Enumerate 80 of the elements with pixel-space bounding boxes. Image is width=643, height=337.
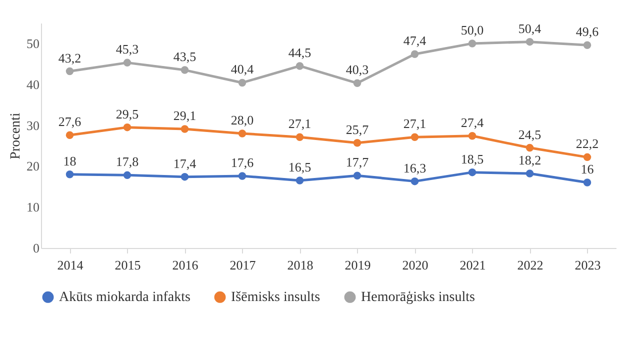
point xyxy=(583,178,592,186)
data-label: 28,0 xyxy=(230,112,254,128)
point xyxy=(66,67,74,76)
data-label: 27,6 xyxy=(58,114,82,130)
legend-label: Hemorāģisks insults xyxy=(361,290,475,306)
x-tick-label: 2014 xyxy=(57,258,84,272)
point xyxy=(353,139,362,147)
y-axis-title: Procenti xyxy=(8,112,24,160)
point xyxy=(410,133,419,141)
data-label: 17,4 xyxy=(173,156,197,171)
x-tick-label: 2021 xyxy=(460,258,486,272)
data-label: 44,5 xyxy=(288,44,312,60)
point xyxy=(123,123,132,132)
point xyxy=(526,38,534,46)
x-tick-label: 2020 xyxy=(402,258,428,272)
point xyxy=(180,66,189,74)
data-label: 16 xyxy=(580,162,594,177)
x-tick-label: 2016 xyxy=(172,258,199,272)
point xyxy=(353,172,362,180)
data-label: 49,6 xyxy=(576,24,600,40)
data-label: 18,2 xyxy=(518,152,542,168)
legend-label: Išēmisks insults xyxy=(231,290,320,306)
data-label: 43,5 xyxy=(173,49,196,64)
point xyxy=(583,41,592,49)
point xyxy=(238,172,246,180)
x-tick-label: 2019 xyxy=(344,258,371,272)
data-label: 17,8 xyxy=(116,154,139,170)
point xyxy=(583,153,592,162)
data-label: 22,2 xyxy=(576,136,599,152)
point xyxy=(526,170,534,178)
y-tick-label: 30 xyxy=(26,118,40,133)
point xyxy=(296,176,304,184)
data-label: 18 xyxy=(63,153,76,168)
point xyxy=(526,144,534,152)
data-label: 18,5 xyxy=(460,151,484,166)
point xyxy=(468,168,476,176)
legend-label: Akūts miokarda infakts xyxy=(59,290,190,306)
y-tick-label: 20 xyxy=(26,158,40,174)
data-label: 17,6 xyxy=(230,155,254,170)
x-tick-label: 2017 xyxy=(230,258,256,272)
x-tick-label: 2023 xyxy=(574,258,601,272)
y-tick-label: 50 xyxy=(26,36,40,51)
data-label: 45,3 xyxy=(116,42,139,57)
point xyxy=(180,172,189,181)
data-label: 43,2 xyxy=(58,50,82,66)
x-tick-label: 2015 xyxy=(114,258,141,272)
point xyxy=(123,58,132,67)
x-tick-label: 2018 xyxy=(287,258,314,272)
data-label: 47,4 xyxy=(403,33,427,48)
point xyxy=(468,132,476,140)
point xyxy=(66,131,74,139)
data-label: 27,1 xyxy=(403,116,426,132)
point xyxy=(66,170,74,178)
point xyxy=(296,133,304,141)
data-label: 40,3 xyxy=(346,62,369,78)
data-label: 17,7 xyxy=(346,154,370,170)
data-label: 40,4 xyxy=(230,62,254,77)
y-tick-label: 40 xyxy=(26,76,40,92)
point xyxy=(238,130,246,138)
point xyxy=(123,171,132,180)
point xyxy=(410,177,419,186)
data-label: 29,5 xyxy=(116,106,139,122)
y-tick-label: 10 xyxy=(26,200,40,215)
point xyxy=(410,50,419,58)
data-label: 27,4 xyxy=(460,114,484,130)
data-label: 24,5 xyxy=(518,126,542,142)
point xyxy=(180,125,189,133)
point xyxy=(353,79,362,87)
point xyxy=(238,78,246,87)
data-label: 50,0 xyxy=(460,22,484,38)
point xyxy=(296,62,304,70)
data-label: 16,3 xyxy=(403,160,426,176)
data-label: 25,7 xyxy=(346,122,370,137)
x-tick-label: 2022 xyxy=(517,258,544,272)
y-tick-label: 0 xyxy=(33,240,40,256)
data-label: 16,5 xyxy=(288,160,312,174)
point xyxy=(468,40,476,48)
data-label: 27,1 xyxy=(288,116,312,132)
data-label: 29,1 xyxy=(173,108,196,123)
data-label: 50,4 xyxy=(518,20,542,36)
